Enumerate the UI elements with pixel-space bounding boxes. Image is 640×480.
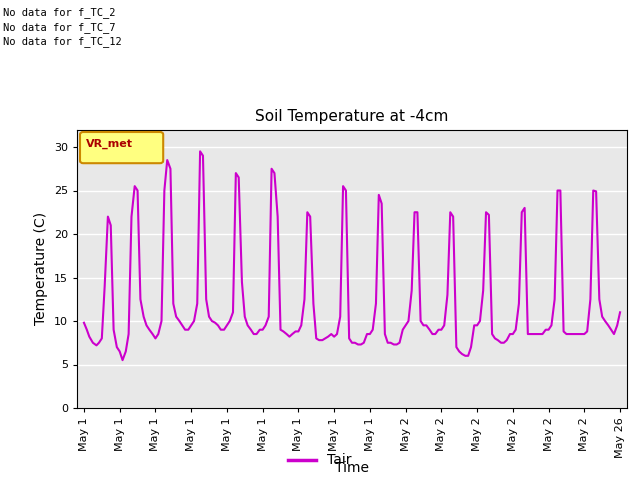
Text: VR_met: VR_met — [86, 139, 133, 149]
Title: Soil Temperature at -4cm: Soil Temperature at -4cm — [255, 109, 449, 124]
Legend: Tair: Tair — [283, 448, 357, 473]
Text: No data for f_TC_12: No data for f_TC_12 — [3, 36, 122, 47]
Text: No data for f_TC_7: No data for f_TC_7 — [3, 22, 116, 33]
Y-axis label: Temperature (C): Temperature (C) — [34, 212, 48, 325]
X-axis label: Time: Time — [335, 460, 369, 475]
Text: No data for f_TC_2: No data for f_TC_2 — [3, 7, 116, 18]
